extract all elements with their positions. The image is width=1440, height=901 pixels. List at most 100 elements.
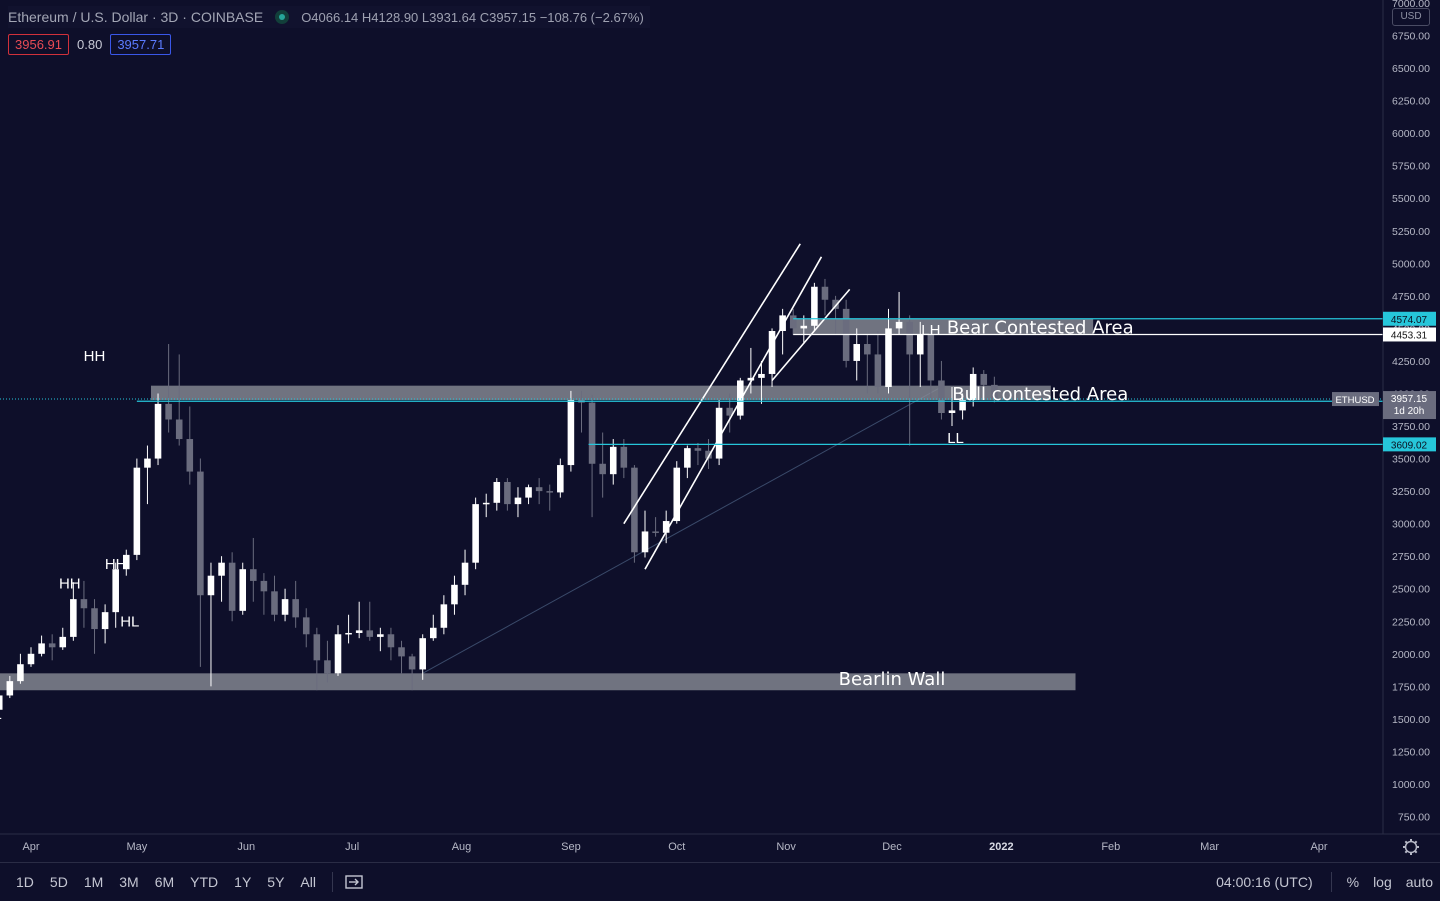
candle[interactable] bbox=[112, 562, 119, 628]
candle[interactable] bbox=[260, 573, 268, 615]
candle[interactable] bbox=[292, 580, 299, 628]
candle[interactable] bbox=[842, 299, 850, 368]
candle[interactable] bbox=[959, 393, 966, 420]
candle[interactable] bbox=[197, 458, 204, 667]
candle[interactable] bbox=[927, 328, 935, 400]
candle[interactable] bbox=[694, 442, 702, 466]
price-zone[interactable] bbox=[793, 318, 1094, 335]
candle[interactable] bbox=[345, 614, 352, 644]
candle[interactable] bbox=[864, 334, 871, 394]
candle[interactable] bbox=[122, 549, 130, 576]
candle[interactable] bbox=[684, 445, 691, 479]
candle[interactable] bbox=[472, 497, 479, 570]
candle[interactable] bbox=[377, 627, 384, 652]
candle[interactable] bbox=[641, 510, 649, 558]
channel-line[interactable] bbox=[623, 243, 801, 525]
symbol-legend[interactable]: Ethereum / U.S. Dollar · 3D · COINBASE O… bbox=[8, 6, 650, 28]
candle[interactable] bbox=[938, 360, 945, 420]
candle[interactable] bbox=[144, 445, 151, 505]
range-button-ytd[interactable]: YTD bbox=[190, 874, 219, 890]
zone-label[interactable]: Bearlin Wall bbox=[839, 669, 946, 690]
candle[interactable] bbox=[493, 478, 501, 511]
zone-label[interactable]: Bull contested Area bbox=[952, 384, 1128, 405]
candle[interactable] bbox=[737, 377, 744, 420]
range-button-1y[interactable]: 1Y bbox=[234, 874, 252, 890]
candle[interactable] bbox=[779, 308, 786, 355]
candle[interactable] bbox=[334, 625, 342, 676]
candle[interactable] bbox=[715, 399, 723, 466]
candle[interactable] bbox=[811, 282, 818, 332]
settings-icon[interactable] bbox=[1403, 839, 1419, 855]
candle[interactable] bbox=[662, 510, 670, 544]
candle[interactable] bbox=[609, 439, 617, 485]
structure-annotation[interactable]: LL bbox=[947, 430, 964, 447]
candle[interactable] bbox=[366, 601, 374, 641]
candle[interactable] bbox=[969, 367, 977, 407]
candle[interactable] bbox=[525, 484, 532, 505]
candle[interactable] bbox=[821, 278, 829, 316]
candle[interactable] bbox=[440, 595, 448, 635]
candle[interactable] bbox=[250, 537, 257, 602]
candle[interactable] bbox=[758, 360, 765, 404]
candle[interactable] bbox=[186, 406, 194, 485]
candle[interactable] bbox=[0, 690, 3, 712]
structure-annotation[interactable]: HH bbox=[105, 556, 127, 573]
currency-selector[interactable]: USD bbox=[1392, 8, 1430, 26]
range-button-all[interactable]: All bbox=[300, 874, 316, 890]
candle[interactable] bbox=[853, 328, 861, 381]
candle[interactable] bbox=[885, 308, 892, 394]
range-button-1d[interactable]: 1D bbox=[16, 874, 34, 890]
candle[interactable] bbox=[451, 575, 458, 615]
candle[interactable] bbox=[768, 328, 776, 387]
price-zone[interactable] bbox=[150, 385, 1051, 400]
candle[interactable] bbox=[398, 640, 405, 674]
candle[interactable] bbox=[991, 376, 998, 403]
range-button-1m[interactable]: 1M bbox=[83, 874, 104, 890]
candle[interactable] bbox=[567, 390, 575, 472]
candle[interactable] bbox=[48, 634, 56, 661]
candle[interactable] bbox=[91, 599, 98, 654]
candle[interactable] bbox=[832, 295, 839, 335]
candle[interactable] bbox=[271, 575, 278, 622]
candle[interactable] bbox=[387, 627, 395, 661]
candle[interactable] bbox=[504, 478, 511, 511]
candle[interactable] bbox=[747, 347, 755, 394]
trend-line[interactable] bbox=[422, 386, 942, 674]
candle[interactable] bbox=[980, 370, 988, 400]
candle[interactable] bbox=[546, 484, 554, 511]
structure-annotation[interactable]: HH bbox=[84, 348, 106, 365]
range-button-5y[interactable]: 5Y bbox=[267, 874, 285, 890]
candle[interactable] bbox=[916, 321, 924, 387]
candle[interactable] bbox=[302, 608, 310, 648]
candle[interactable] bbox=[652, 517, 659, 537]
candle[interactable] bbox=[726, 393, 733, 433]
candle[interactable] bbox=[228, 552, 236, 622]
channel-line[interactable] bbox=[644, 256, 823, 570]
sell-button[interactable]: 3956.91 bbox=[8, 34, 69, 55]
candle[interactable] bbox=[800, 315, 808, 345]
candle[interactable] bbox=[218, 556, 225, 602]
candle[interactable] bbox=[789, 308, 797, 335]
candle[interactable] bbox=[80, 580, 88, 628]
candle[interactable] bbox=[599, 432, 606, 498]
candle[interactable] bbox=[6, 675, 14, 699]
candle[interactable] bbox=[482, 493, 490, 518]
candle[interactable] bbox=[948, 386, 956, 427]
candle[interactable] bbox=[631, 465, 638, 563]
candle[interactable] bbox=[514, 487, 522, 518]
candle[interactable] bbox=[324, 640, 331, 683]
structure-annotation[interactable]: HL bbox=[120, 613, 139, 630]
candle[interactable] bbox=[133, 458, 141, 561]
zone-label[interactable]: Bear Contested Area bbox=[947, 318, 1134, 339]
log-toggle[interactable]: log bbox=[1373, 874, 1392, 890]
candle[interactable] bbox=[419, 634, 426, 680]
candle[interactable] bbox=[557, 458, 564, 498]
percent-toggle[interactable]: % bbox=[1346, 874, 1360, 890]
price-chart[interactable]: Bull contested Area Bear Contested Area Be… bbox=[0, 0, 1440, 862]
candle[interactable] bbox=[70, 582, 77, 641]
candle[interactable] bbox=[239, 562, 247, 615]
candle[interactable] bbox=[313, 627, 321, 691]
price-zone[interactable] bbox=[0, 673, 1076, 691]
range-button-3m[interactable]: 3M bbox=[119, 874, 139, 890]
candle[interactable] bbox=[355, 601, 363, 639]
